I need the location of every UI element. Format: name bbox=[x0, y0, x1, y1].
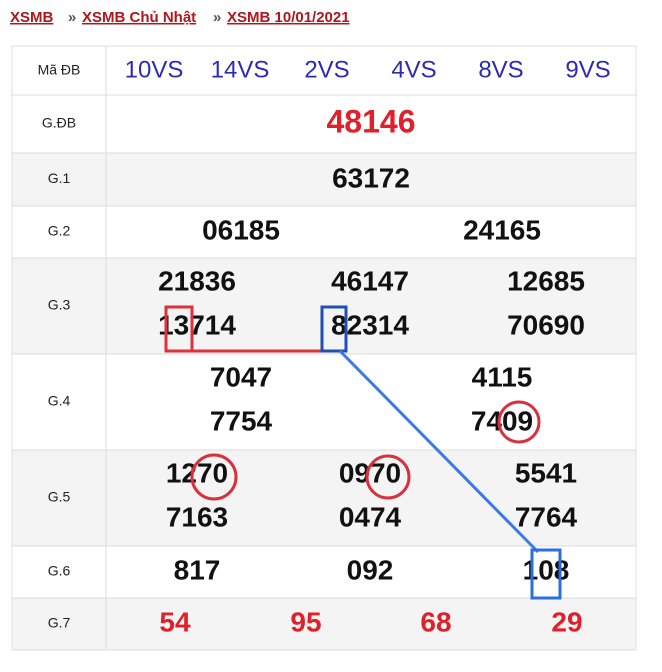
table-row bbox=[11, 152, 637, 207]
prize-number: 108 bbox=[523, 554, 570, 585]
connector bbox=[338, 349, 540, 554]
highlight-box bbox=[530, 548, 562, 600]
prize-label: G.4 bbox=[48, 393, 71, 409]
prize-number: 24165 bbox=[463, 214, 541, 245]
breadcrumb-link[interactable]: XSMB Chủ Nhật bbox=[82, 9, 196, 26]
table-row bbox=[11, 205, 637, 259]
prize-number: 092 bbox=[347, 554, 394, 585]
prize-number: 13714 bbox=[158, 309, 236, 340]
prize-number: 7047 bbox=[210, 361, 272, 392]
prize-number: 48146 bbox=[327, 103, 416, 139]
prize-label: G.3 bbox=[48, 297, 71, 313]
breadcrumb-separator: » bbox=[213, 9, 221, 26]
prize-number: 7764 bbox=[515, 501, 578, 532]
prize-label: G.1 bbox=[48, 170, 71, 186]
table-row bbox=[11, 449, 637, 547]
prize-number: 95 bbox=[290, 606, 321, 637]
table-row bbox=[11, 597, 637, 651]
prize-number: 06185 bbox=[202, 214, 280, 245]
prize-label: G.2 bbox=[48, 223, 71, 239]
breadcrumb-link[interactable]: XSMB 10/01/2021 bbox=[227, 9, 350, 26]
prize-label: G.5 bbox=[48, 489, 71, 505]
prize-number: 817 bbox=[174, 554, 221, 585]
station-code: 14VS bbox=[211, 56, 270, 83]
prize-number: 63172 bbox=[332, 162, 410, 193]
prize-number: 5541 bbox=[515, 457, 577, 488]
prize-number: 7163 bbox=[166, 501, 228, 532]
prize-number: 4115 bbox=[472, 361, 533, 392]
prize-number: 29 bbox=[551, 606, 582, 637]
table-row bbox=[11, 45, 637, 96]
prize-label: G.6 bbox=[48, 563, 71, 579]
prize-number: 68 bbox=[420, 606, 451, 637]
highlight-circle bbox=[365, 454, 411, 500]
prize-number: 0474 bbox=[339, 501, 402, 532]
highlight-circle bbox=[190, 453, 238, 501]
prize-label: G.7 bbox=[48, 615, 71, 631]
prize-number: 70690 bbox=[507, 309, 585, 340]
breadcrumb-link[interactable]: XSMB bbox=[10, 9, 54, 26]
prize-number: 82314 bbox=[331, 309, 409, 340]
prize-number: 7754 bbox=[210, 405, 273, 436]
prize-number: 0970 bbox=[339, 457, 401, 488]
highlight-circle bbox=[497, 400, 541, 444]
station-code: 10VS bbox=[125, 56, 184, 83]
table-row bbox=[11, 353, 637, 451]
annotations bbox=[164, 305, 562, 600]
station-code: 8VS bbox=[478, 56, 523, 83]
prize-number: 46147 bbox=[331, 265, 409, 296]
station-code: 2VS bbox=[304, 56, 349, 83]
station-code: 4VS bbox=[391, 56, 436, 83]
prize-number: 21836 bbox=[158, 265, 236, 296]
header-label: Mã ĐB bbox=[38, 62, 81, 78]
prize-number: 54 bbox=[159, 606, 191, 637]
breadcrumb-separator: » bbox=[68, 9, 76, 26]
station-code: 9VS bbox=[565, 56, 610, 83]
highlight-box bbox=[164, 305, 194, 353]
prize-number: 12685 bbox=[507, 265, 585, 296]
highlight-box bbox=[320, 305, 348, 353]
prize-label: G.ĐB bbox=[42, 115, 76, 131]
table-row bbox=[11, 94, 637, 154]
